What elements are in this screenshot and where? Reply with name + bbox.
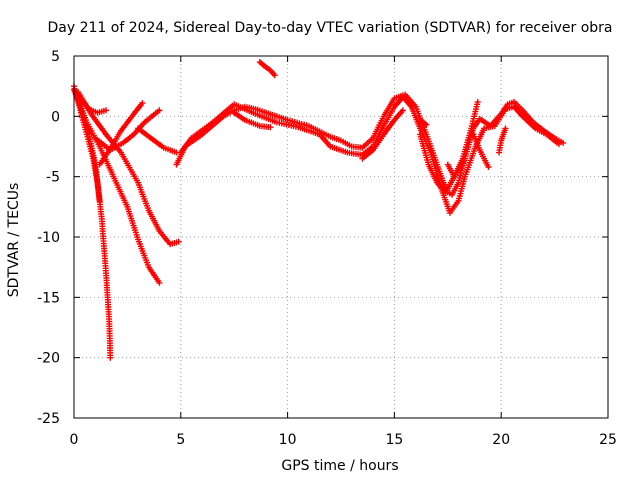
y-tick-label: -10 (37, 230, 60, 246)
chart-title: Day 211 of 2024, Sidereal Day-to-day VTE… (47, 20, 612, 36)
plus-markers (496, 125, 509, 156)
series-trace-e (77, 95, 109, 116)
series-trace-l (359, 107, 406, 162)
plus-markers (444, 155, 468, 180)
x-tick-label: 20 (492, 432, 510, 448)
series-trace-r (419, 118, 430, 128)
series-trace-i (256, 59, 278, 79)
x-tick-label: 5 (176, 432, 185, 448)
x-tick-label: 15 (385, 432, 403, 448)
y-axis-label: SDTVAR / TECUs (6, 183, 22, 298)
y-tick-label: -20 (37, 351, 60, 367)
plus-markers (359, 107, 406, 162)
y-tick-label: -5 (46, 170, 60, 186)
x-tick-label: 25 (599, 432, 617, 448)
x-axis-label: GPS time / hours (281, 458, 398, 474)
plus-markers (419, 118, 430, 128)
series-trace-o (470, 131, 492, 170)
series-trace-p (496, 125, 509, 156)
plus-markers (256, 59, 278, 79)
series-trace-h (135, 125, 180, 156)
y-tick-label: 0 (51, 109, 60, 125)
data-layer (71, 59, 567, 361)
series-trace-q (231, 109, 274, 131)
x-tick-label: 0 (70, 432, 79, 448)
plus-markers (231, 109, 274, 131)
plus-markers (77, 95, 109, 116)
plus-markers (470, 131, 492, 170)
y-tick-label: 5 (51, 49, 60, 65)
plus-markers (135, 125, 180, 156)
series-trace-k (177, 94, 562, 216)
x-tick-label: 10 (279, 432, 297, 448)
plus-markers (177, 94, 562, 216)
y-tick-label: -25 (37, 411, 60, 427)
y-tick-label: -15 (37, 290, 60, 306)
series-trace-n (444, 155, 468, 180)
tick-layer: 0 5 10 15 20 25 -25 -20 -15 -10 -5 0 5 (37, 49, 617, 448)
